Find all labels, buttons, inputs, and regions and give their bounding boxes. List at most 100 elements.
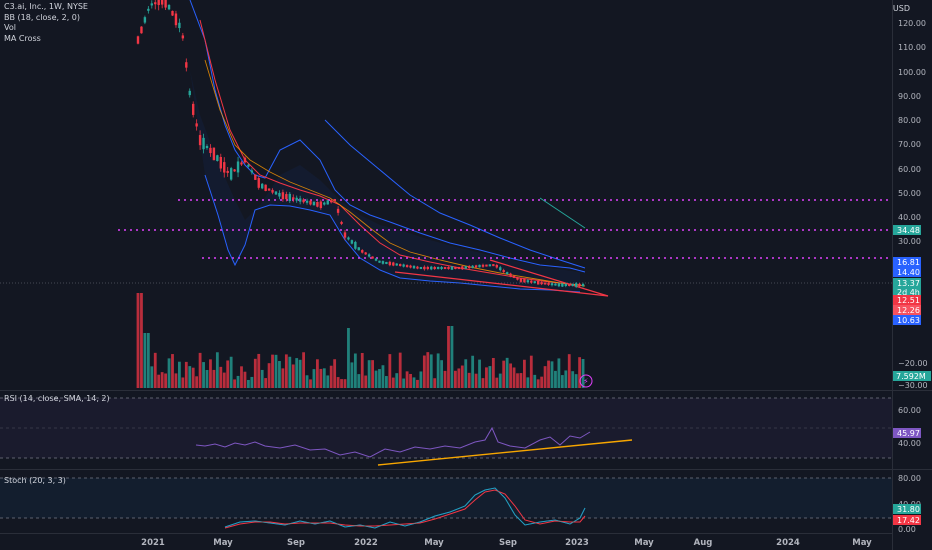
rsi-trendline (377, 439, 633, 466)
price-tick-label: 50.00 (898, 189, 921, 198)
candle-body (202, 137, 205, 150)
candle-body (392, 262, 395, 266)
candle-body (378, 260, 381, 263)
candle-body (450, 266, 454, 270)
volume-bar (229, 356, 233, 388)
volume-bar (440, 360, 443, 388)
volume-bar (567, 354, 571, 388)
candle-body (454, 267, 457, 269)
price-tag (893, 305, 921, 315)
stoch-tag-d (893, 515, 921, 525)
ma-fast (199, 19, 581, 286)
candle-body (136, 36, 140, 44)
candle-body (150, 3, 153, 6)
volume-bar (215, 352, 219, 388)
price-tag-text: 14.40 (897, 268, 920, 277)
svg-text:⚡: ⚡ (583, 377, 589, 386)
candle-body (485, 264, 488, 267)
volume-bar (336, 377, 340, 388)
candle-body (319, 201, 323, 208)
volume-bar (233, 379, 236, 388)
volume-bar (509, 363, 512, 388)
chart-legend: C3.ai, Inc., 1W, NYSE BB (18, close, 2, … (4, 2, 88, 44)
volume-bar (560, 375, 564, 388)
volume-bar (274, 354, 278, 388)
bb-upper (189, 0, 586, 273)
rsi-label[interactable]: RSI (14, close, SMA, 14, 2) (4, 394, 110, 403)
volume-bar (260, 369, 264, 388)
price-tick-label: 70.00 (898, 140, 921, 149)
volume-bar (305, 375, 309, 388)
volume-bar (519, 373, 523, 388)
volume-tick-label: −20.00 (898, 359, 928, 368)
volume-bar (478, 359, 481, 388)
stoch-label[interactable]: Stoch (20, 3, 3) (4, 476, 66, 485)
volume-bar (578, 357, 581, 388)
candle-body (347, 237, 350, 240)
volume-bar (426, 352, 430, 388)
time-tick-label: 2022 (354, 538, 378, 548)
volume-bar (143, 333, 147, 388)
volume-bar (398, 352, 402, 388)
indicator-bb[interactable]: BB (18, close, 2, 0) (4, 12, 80, 22)
volume-bar (347, 328, 350, 388)
volume-bar (226, 360, 230, 388)
volume-bar (271, 354, 274, 388)
candle-body (533, 281, 536, 284)
candle-body (330, 200, 333, 203)
volume-bar (547, 360, 550, 388)
candle-body (412, 265, 416, 269)
candle-body (229, 168, 233, 180)
time-tick-label: May (213, 538, 233, 548)
volume-bar (181, 377, 185, 388)
volume-bar (295, 358, 299, 388)
candle-body (154, 2, 157, 5)
volume-bar (443, 370, 447, 388)
candle-body (343, 232, 347, 238)
candle-body (526, 280, 530, 283)
candle-body (488, 264, 492, 267)
candle-body (236, 161, 240, 173)
candle-body (219, 156, 222, 169)
candle-body (443, 267, 447, 269)
candle-body (157, 0, 160, 6)
time-tick-label: May (852, 538, 872, 548)
price-tag-text: 2d 4h (897, 288, 920, 297)
volume-bar (146, 333, 150, 388)
price-tick-label: 80.00 (898, 116, 921, 125)
volume-bar (495, 377, 499, 388)
candle-body (395, 263, 398, 266)
candle-body (461, 266, 464, 270)
candle-body (516, 277, 519, 280)
candle-body (492, 264, 495, 267)
volume-bar (309, 379, 312, 388)
volume-bar (433, 378, 437, 388)
candle-body (198, 135, 202, 146)
candle-body (530, 280, 533, 283)
candle-body (509, 273, 512, 277)
volume-bar (333, 359, 337, 388)
volume-bar (516, 373, 519, 388)
candle-body (274, 191, 278, 195)
candle-body (233, 169, 236, 172)
price-tick-label: 30.00 (898, 237, 921, 246)
stoch-d (224, 489, 586, 529)
volume-bar (564, 370, 568, 388)
candle-body (385, 261, 388, 264)
candle-body (140, 26, 143, 34)
volume-bar (284, 354, 288, 388)
candle-body (554, 283, 557, 286)
candle-body (292, 197, 295, 200)
svg-text:17.42: 17.42 (897, 516, 920, 525)
volume-bar (581, 358, 585, 388)
candle-body (171, 10, 174, 16)
indicator-ma-cross[interactable]: MA Cross (4, 33, 41, 43)
symbol-title[interactable]: C3.ai, Inc., 1W, NYSE (4, 2, 88, 11)
volume-bar (153, 352, 157, 388)
volume-bar (264, 378, 268, 388)
indicator-vol[interactable]: Vol (4, 23, 16, 32)
candle-body (426, 267, 429, 269)
price-tag (893, 267, 921, 277)
candle-body (388, 261, 392, 266)
